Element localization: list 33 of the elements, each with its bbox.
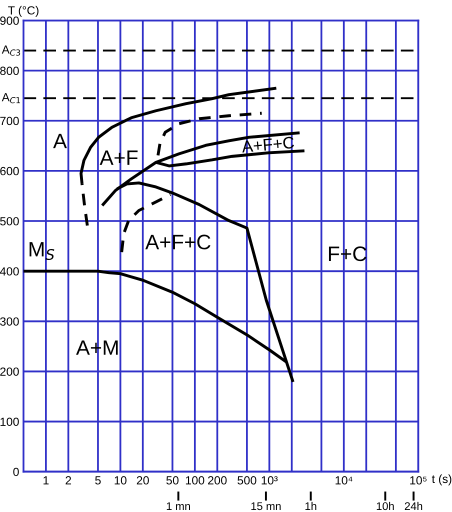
x-tick-label: 5 xyxy=(95,476,101,485)
y-tick-label: 400 xyxy=(0,267,19,276)
ref-line-label: 1h xyxy=(305,502,316,510)
x-tick-label: 10⁵ xyxy=(410,476,427,485)
y-tick-label: 800 xyxy=(0,66,19,76)
y-axis-title: T (°C) xyxy=(8,6,38,17)
x-tick-label: 20 xyxy=(136,476,149,485)
ref-line-label: A$_{C1}$ xyxy=(2,93,20,104)
x-tick-label: 50 xyxy=(166,476,179,485)
x-tick-label: 100 xyxy=(186,476,204,485)
x-tick-label: 2 xyxy=(66,476,72,484)
ref-line-label: 24h xyxy=(404,502,422,510)
annotation: A+F+C xyxy=(241,136,294,153)
ref-line-label: 15 mn xyxy=(251,502,281,510)
y-tick-label: 700 xyxy=(0,116,19,126)
y-tick-label: 0 xyxy=(13,468,19,476)
ref-line-label: A$_{C3}$ xyxy=(2,45,20,56)
ref-line-label: 10h xyxy=(376,502,394,510)
x-tick-label: 1 xyxy=(44,476,49,484)
x-tick-label: 10³ xyxy=(262,476,278,485)
y-tick-label: 300 xyxy=(0,317,19,326)
y-tick-label: 200 xyxy=(0,367,19,376)
y-tick-label: 600 xyxy=(0,166,19,176)
x-tick-label: 10 xyxy=(114,476,126,485)
ref-line-label: 1 mn xyxy=(166,502,190,510)
x-tick-label: 200 xyxy=(208,476,227,485)
y-tick-label: 900 xyxy=(0,16,19,25)
x-tick-label: 500 xyxy=(238,476,256,485)
x-axis-title: t (s) xyxy=(432,474,452,486)
x-tick-label: 10⁴ xyxy=(336,476,352,485)
y-tick-label: 500 xyxy=(0,217,19,226)
annotation: A xyxy=(53,134,67,148)
y-tick-label: 100 xyxy=(0,418,19,426)
